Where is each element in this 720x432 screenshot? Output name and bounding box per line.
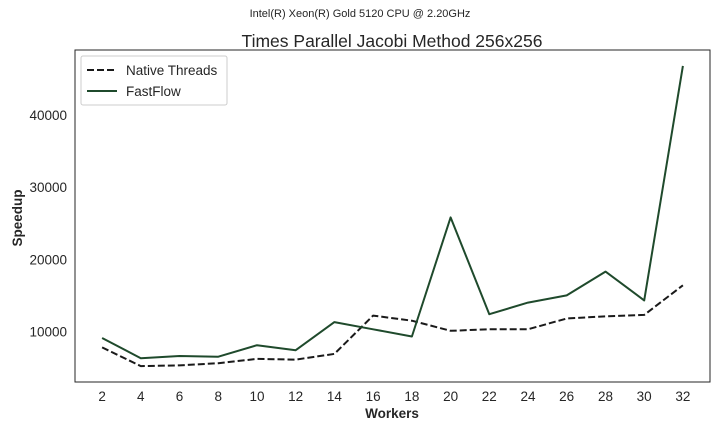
x-tick-label: 6 xyxy=(176,389,184,404)
x-axis-label: Workers xyxy=(365,406,419,421)
x-tick-label: 20 xyxy=(443,389,458,404)
x-tick-label: 32 xyxy=(675,389,690,404)
series-line-native-threads xyxy=(101,284,684,368)
x-tick-label: 22 xyxy=(482,389,497,404)
x-tick-label: 10 xyxy=(249,389,264,404)
x-tick-label: 30 xyxy=(637,389,652,404)
y-tick-label: 20000 xyxy=(29,252,67,267)
y-tick-label: 30000 xyxy=(29,180,67,195)
x-tick-label: 4 xyxy=(137,389,145,404)
chart-suptitle: Intel(R) Xeon(R) Gold 5120 CPU @ 2.20GHz xyxy=(250,8,471,20)
legend-label: FastFlow xyxy=(126,84,181,99)
y-tick-label: 40000 xyxy=(29,108,67,123)
x-tick-label: 14 xyxy=(327,389,343,404)
legend-box xyxy=(80,55,228,106)
chart-title: Times Parallel Jacobi Method 256x256 xyxy=(242,31,543,51)
x-axis: 2 4 6 8 10 12 14 16 18 20 22 24 26 28 30 32 xyxy=(98,389,690,404)
x-tick-label: 8 xyxy=(215,389,223,404)
x-tick-label: 28 xyxy=(598,389,613,404)
x-tick-label: 2 xyxy=(98,389,106,404)
x-tick-label: 12 xyxy=(288,389,303,404)
x-tick-label: 16 xyxy=(366,389,381,404)
series-layer xyxy=(101,65,684,368)
y-axis: 10000 20000 30000 40000 xyxy=(29,108,67,340)
y-tick-label: 10000 xyxy=(29,325,67,340)
x-tick-label: 18 xyxy=(404,389,419,404)
y-axis-label: Speedup xyxy=(10,189,25,246)
x-tick-label: 24 xyxy=(520,389,536,404)
legend: Native Threads FastFlow xyxy=(80,55,228,106)
x-tick-label: 26 xyxy=(559,389,574,404)
legend-label: Native Threads xyxy=(126,63,218,78)
series-line-fastflow xyxy=(101,65,684,360)
